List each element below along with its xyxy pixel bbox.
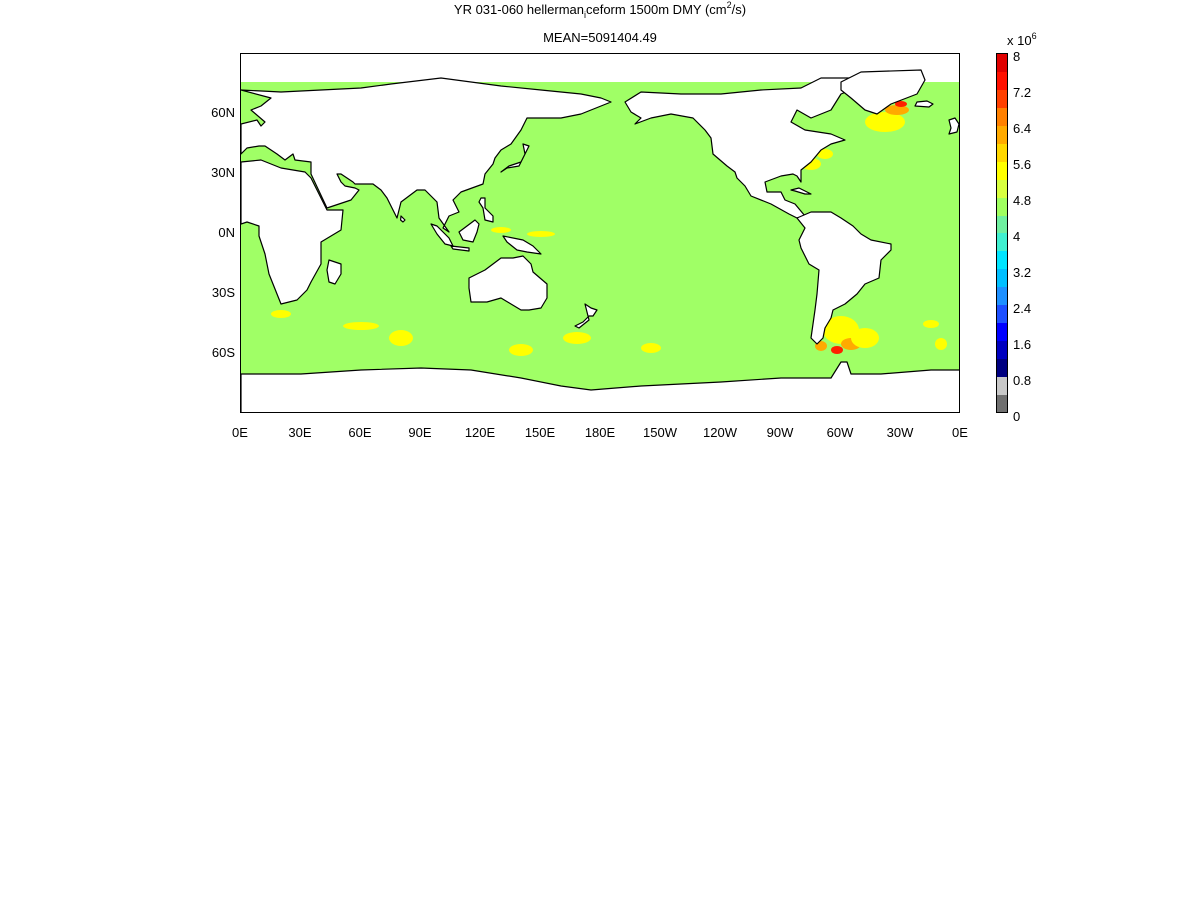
colorbar-segment (997, 304, 1007, 323)
land-madagascar (326, 259, 342, 285)
hotspot-16 (527, 231, 555, 237)
colorbar-segment (997, 143, 1007, 162)
hotspot-9 (817, 149, 833, 159)
land-masses (241, 69, 959, 412)
x-tick-label: 60E (348, 425, 372, 440)
colorbar-segment (997, 71, 1007, 91)
y-tick-label: 60S (211, 345, 235, 360)
x-tick-label: 30E (288, 425, 312, 440)
colorbar-segment (997, 89, 1007, 109)
colorbar-segment (997, 179, 1007, 198)
x-tick-label: 0E (952, 425, 968, 440)
hotspot-6 (885, 105, 909, 115)
hotspot-12 (389, 330, 413, 346)
colorbar-tick-label: 0.8 (1013, 373, 1032, 388)
colorbar-segment (997, 376, 1007, 395)
x-tick-label: 90E (408, 425, 432, 440)
land-java (450, 245, 470, 252)
map-canvas (241, 54, 959, 412)
hotspot-18 (271, 310, 291, 318)
colorbar-tick-label: 8 (1013, 49, 1021, 64)
hotspot-14 (563, 332, 591, 344)
colorbar-segment (997, 340, 1007, 359)
hotspot-17 (491, 227, 511, 233)
y-tick-label: 30N (211, 165, 235, 180)
x-tick-label: 120E (464, 425, 496, 440)
land-great-britain (948, 117, 959, 135)
colorbar-segment (997, 358, 1007, 377)
land-new-guinea (502, 235, 542, 255)
land-cuba (790, 187, 812, 195)
land-iceland (914, 100, 934, 108)
land-africa (241, 159, 344, 305)
land-south-america (796, 211, 892, 345)
land-antarctica (241, 361, 959, 412)
colorbar-segment (997, 215, 1007, 234)
x-tick-label: 60W (826, 425, 854, 440)
x-tick-label: 180E (584, 425, 616, 440)
colorbar-segment (997, 161, 1007, 180)
land-eurasia (241, 77, 612, 233)
land-borneo (458, 219, 480, 243)
x-tick-label: 30W (886, 425, 914, 440)
colorbar-tick-label: 2.4 (1013, 301, 1032, 316)
x-tick-label: 150E (524, 425, 556, 440)
hotspot-13 (509, 344, 533, 356)
colorbar-tick-label: 4.8 (1013, 193, 1032, 208)
chart-subtitle: MEAN=5091404.49 (543, 30, 657, 45)
x-tick-label: 120W (703, 425, 737, 440)
x-tick-label: 0E (232, 425, 248, 440)
hotspot-7 (895, 101, 907, 107)
hotspot-0 (823, 316, 859, 344)
hotspot-15 (641, 343, 661, 353)
chart-title: YR 031-060 hellermaniceform 1500m DMY (c… (453, 0, 747, 20)
hotspot-11 (343, 322, 379, 330)
colorbar-tick-label: 1.6 (1013, 337, 1032, 352)
land-japan (500, 143, 530, 173)
y-tick-label: 0N (218, 225, 235, 240)
hotspot-2 (831, 346, 843, 354)
colorbar-segment (997, 250, 1007, 270)
map-plot-area (240, 53, 960, 413)
colorbar-segment (997, 197, 1007, 216)
colorbar-tick-label: 6.4 (1013, 121, 1032, 136)
colorbar-segment (997, 233, 1007, 252)
land-sri-lanka (400, 215, 406, 223)
colorbar-segment (997, 394, 1007, 413)
x-tick-label: 90W (766, 425, 794, 440)
land-australia (468, 255, 548, 311)
colorbar-segment (997, 107, 1007, 127)
colorbar-tick-label: 0 (1013, 409, 1021, 424)
hotspot-5 (865, 112, 905, 132)
colorbar-tick-label: 4 (1013, 229, 1021, 244)
y-tick-label: 30S (211, 285, 235, 300)
hotspot-19 (923, 320, 939, 328)
hotspot-20 (935, 338, 947, 350)
land-greenland (840, 69, 926, 115)
land-new-zealand (574, 303, 598, 329)
land-philippines (478, 197, 494, 223)
colorbar-tick-label: 3.2 (1013, 265, 1032, 280)
colorbar-segment (997, 286, 1007, 306)
y-tick-label: 60N (211, 105, 235, 120)
colorbar-multiplier: x 106 (1007, 31, 1037, 48)
colorbar-segment (997, 125, 1007, 144)
colorbar-segment (997, 54, 1007, 73)
x-tick-label: 150W (643, 425, 677, 440)
colorbar-tick-label: 7.2 (1013, 85, 1032, 100)
hotspot-3 (851, 328, 879, 348)
colorbar (996, 53, 1008, 413)
colorbar-segment (997, 322, 1007, 341)
colorbar-tick-label: 5.6 (1013, 157, 1032, 172)
colorbar-segment (997, 268, 1007, 288)
